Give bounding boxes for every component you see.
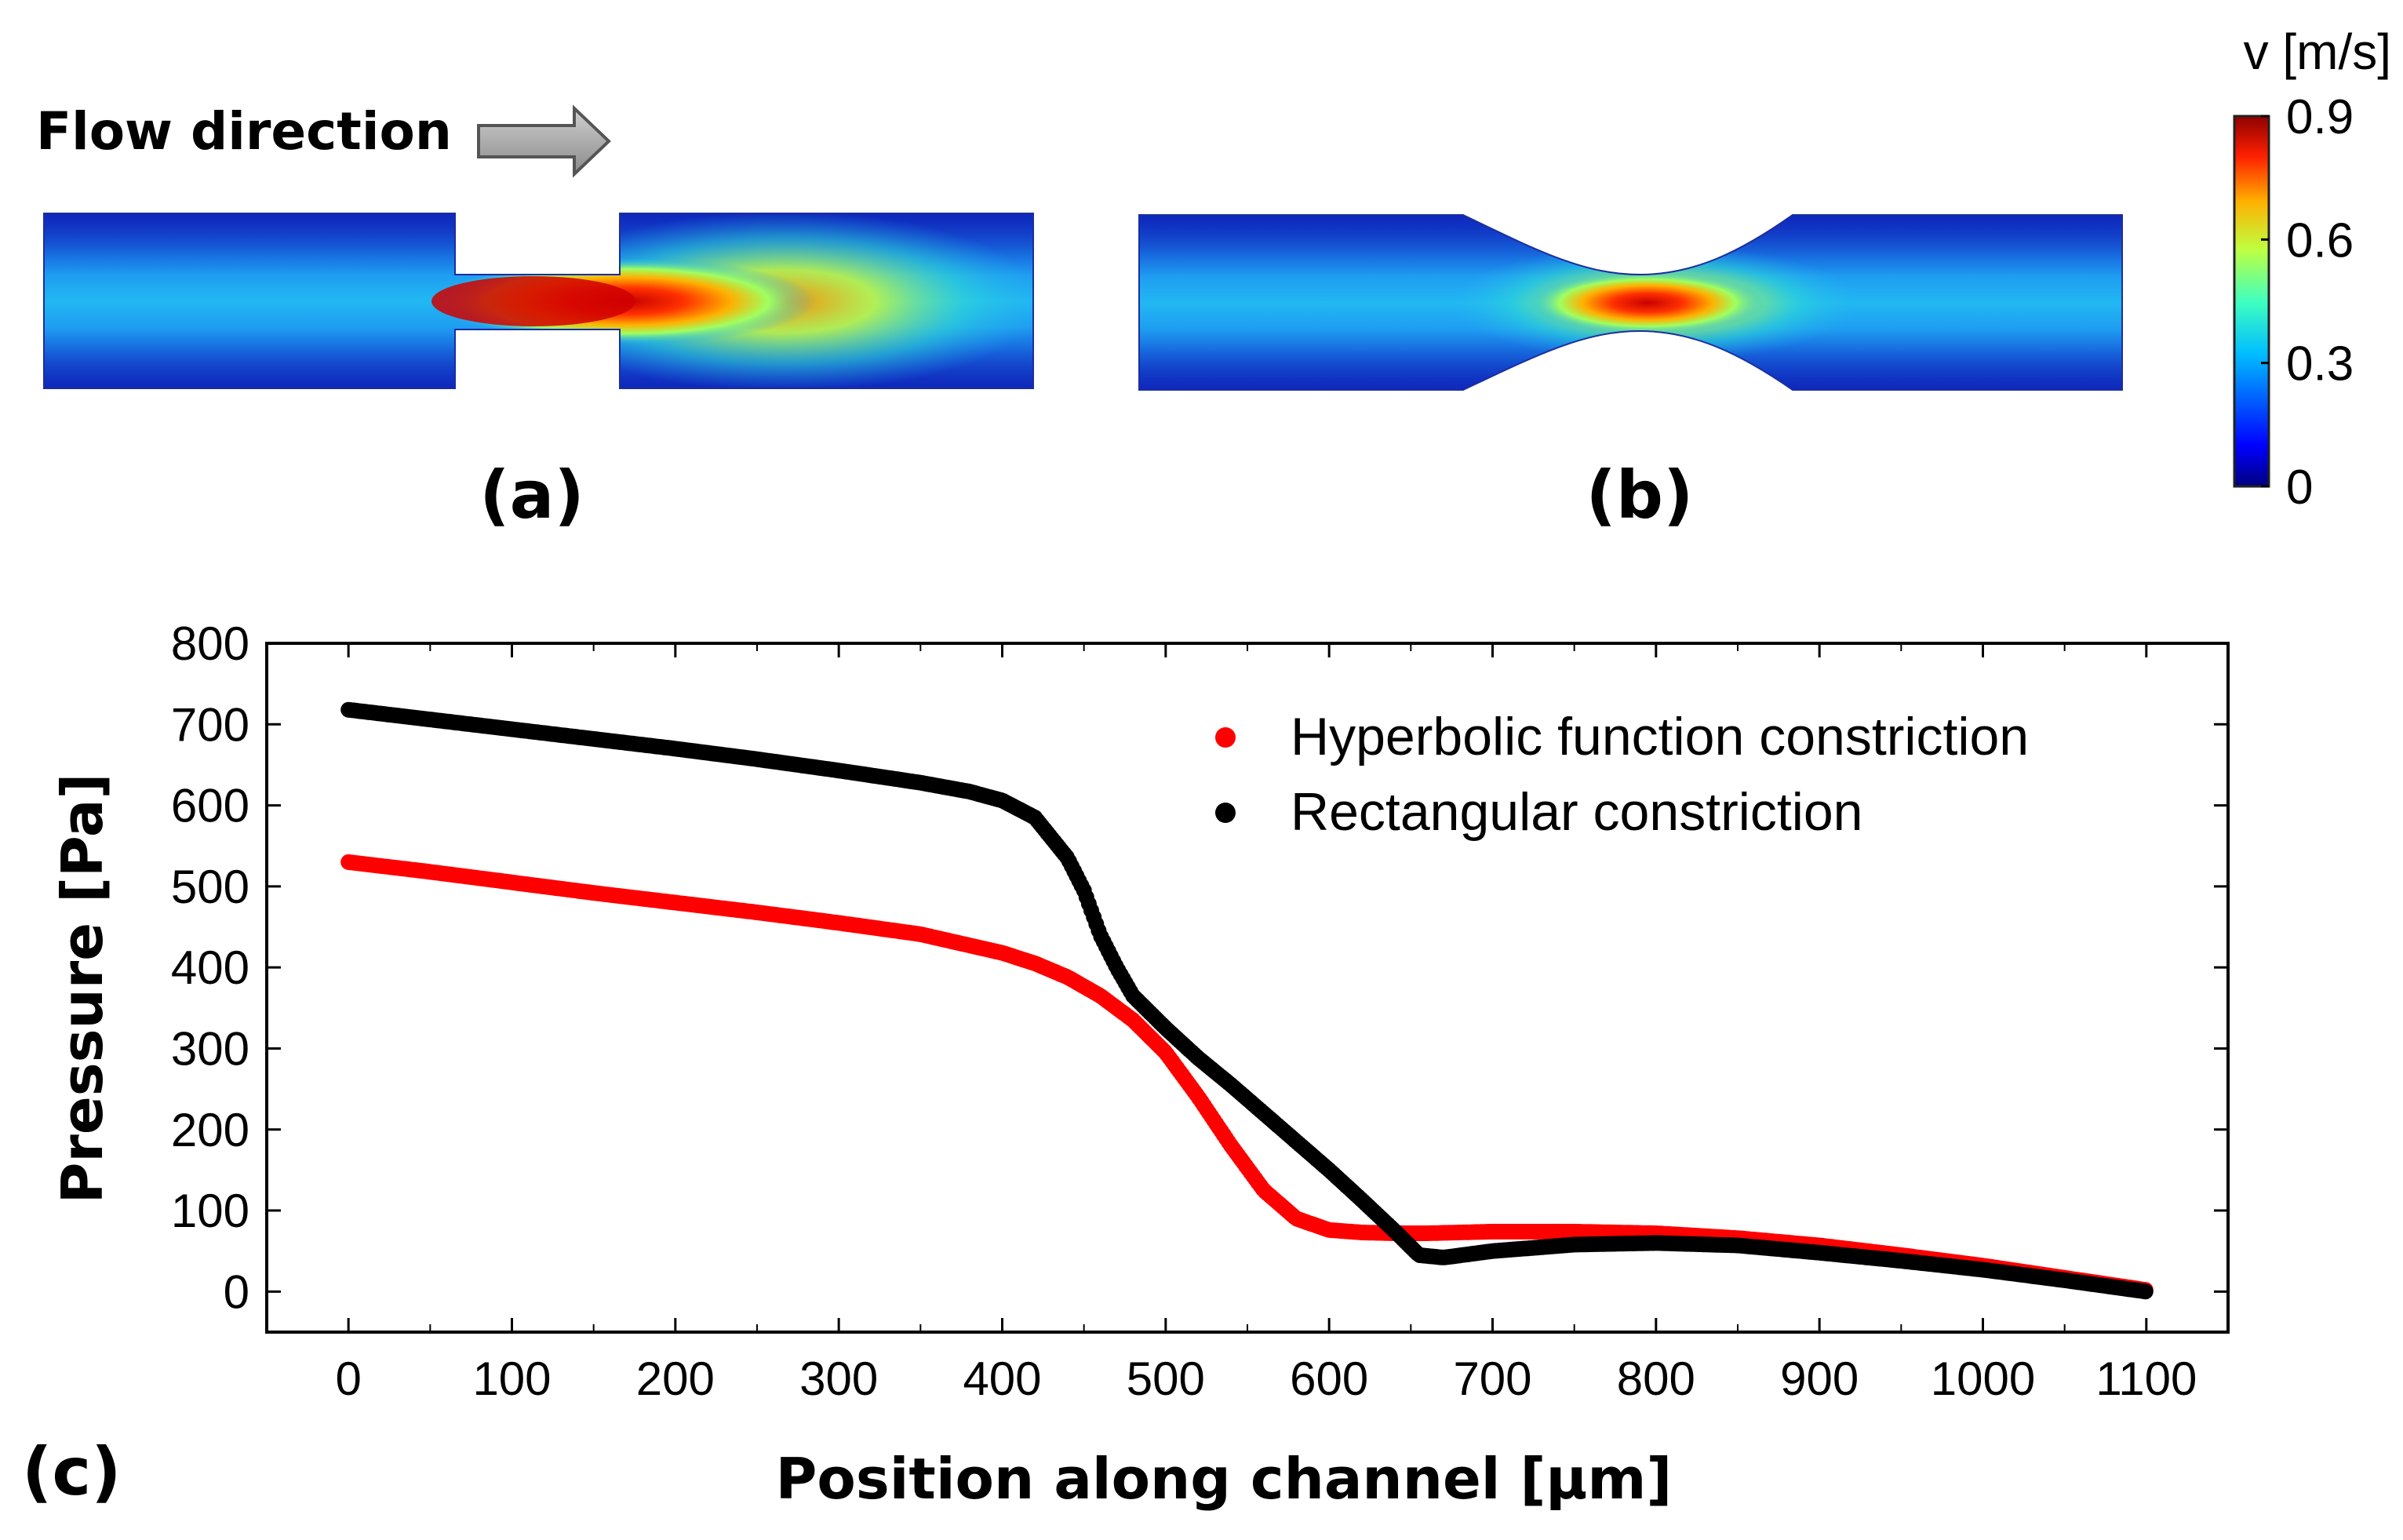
x-tick-label: 500 [1127, 1353, 1205, 1405]
y-tick-label: 800 [171, 617, 249, 670]
axis-ticks [267, 642, 2228, 1332]
panel-b-label: (b) [1586, 457, 1694, 533]
colorbar-tick-label: 0.6 [2286, 213, 2354, 268]
panel-c-label: (c) [22, 1433, 122, 1510]
colorbar-tick-label: 0.3 [2286, 337, 2354, 391]
x-tick-label: 800 [1617, 1353, 1695, 1405]
x-tick-label: 300 [799, 1353, 878, 1405]
x-tick-label: 400 [963, 1353, 1041, 1405]
y-tick-label: 200 [171, 1104, 249, 1156]
y-tick-label: 500 [171, 861, 249, 913]
colorbar-title: v [m/s] [2244, 24, 2391, 80]
colorbar [2233, 115, 2270, 488]
legend-marker-rectangular [1215, 803, 1236, 823]
series-hyperbolic [340, 854, 2154, 1298]
colorbar-ticks: 0.9 0.6 0.3 0 [2261, 90, 2354, 515]
series-points [340, 701, 2154, 1300]
flow-arrow-icon [477, 104, 611, 178]
x-tick-label: 100 [472, 1353, 551, 1405]
x-tick-label: 700 [1453, 1353, 1531, 1405]
channel-outline-a [43, 213, 1034, 389]
x-tick-label: 1100 [2095, 1353, 2197, 1405]
velocity-field-rectangular [44, 213, 1033, 388]
legend-label-rectangular: Rectangular constriction [1291, 782, 1862, 842]
colorbar-tick-label: 0 [2286, 461, 2313, 515]
colorbar-tick-label: 0.9 [2286, 90, 2354, 144]
x-tick-labels: 0 100 200 300 400 500 600 700 800 900 1000 1100 [335, 1353, 2197, 1405]
y-tick-label: 0 [224, 1265, 249, 1318]
legend: Hyperbolic function constriction Rectang… [1215, 707, 2029, 842]
pressure-chart: 0 100 200 300 400 500 600 700 800 900 1000 1100 0 10… [22, 617, 2230, 1512]
velocity-field-hyperbolic [1139, 215, 2122, 390]
channel-outline-b [1138, 214, 2123, 391]
legend-marker-hyperbolic [1215, 727, 1236, 748]
series-rectangular [340, 701, 2154, 1300]
y-tick-label: 300 [171, 1022, 249, 1075]
x-tick-label: 600 [1290, 1353, 1368, 1405]
y-tick-labels: 0 100 200 300 400 500 600 700 800 [171, 617, 249, 1318]
legend-label-hyperbolic: Hyperbolic function constriction [1291, 707, 2029, 766]
data-point [2137, 1283, 2154, 1300]
y-axis-label: Pressure [Pa] [49, 774, 115, 1204]
x-tick-label: 1000 [1931, 1353, 2035, 1405]
panel-a-label: (a) [479, 457, 584, 533]
y-tick-label: 400 [171, 941, 249, 994]
y-tick-label: 700 [171, 698, 249, 751]
x-axis-label: Position along channel [μm] [776, 1446, 1673, 1512]
y-tick-label: 100 [171, 1185, 249, 1237]
x-tick-label: 0 [335, 1353, 361, 1405]
x-tick-label: 200 [636, 1353, 715, 1405]
flow-direction-label: Flow direction [36, 101, 452, 162]
x-tick-label: 900 [1780, 1353, 1859, 1405]
y-tick-label: 600 [171, 780, 249, 832]
